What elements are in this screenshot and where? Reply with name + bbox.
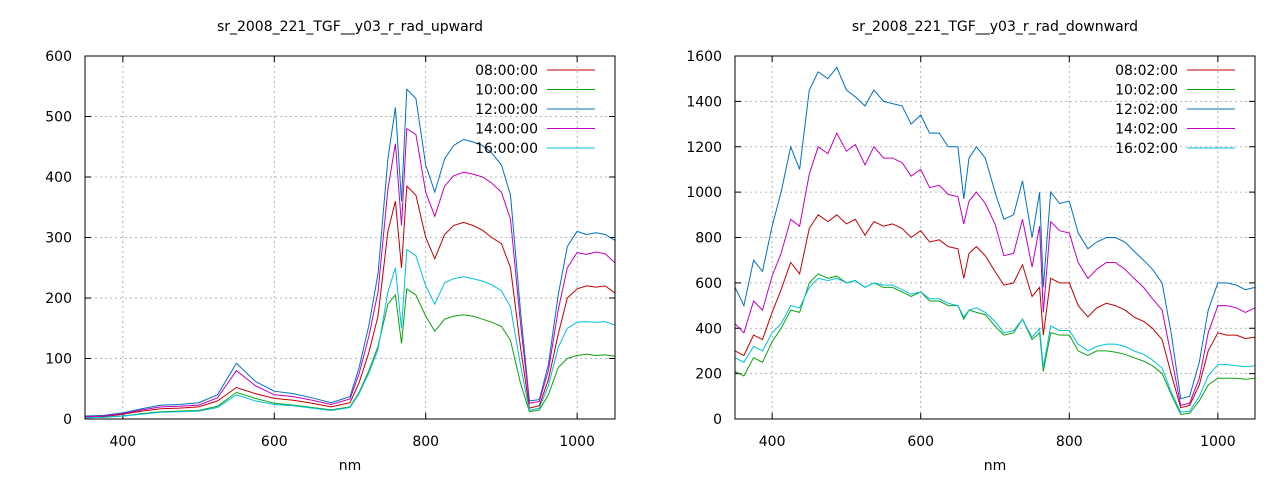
legend-label: 08:00:00 — [475, 63, 538, 79]
y-tick-label: 200 — [695, 367, 722, 383]
grid-lines — [735, 56, 1255, 419]
legend-label: 16:02:00 — [1115, 141, 1178, 157]
x-tick-label: 800 — [412, 434, 439, 450]
downward-radiance-chart: sr_2008_221_TGF__y03_r_rad_downward nm 4… — [686, 19, 1256, 474]
grid-lines — [85, 56, 615, 419]
legend-label: 08:02:00 — [1115, 63, 1178, 79]
x-axis-label: nm — [339, 458, 362, 474]
y-tick-label: 600 — [695, 276, 722, 292]
plot-frame — [734, 55, 1256, 420]
x-tick-label: 1000 — [1200, 434, 1236, 450]
axis-ticks: 400 600 800 1000 0 100 200 300 400 500 600 — [45, 49, 615, 450]
series-line-0 — [84, 184, 616, 418]
series-line-4 — [84, 248, 616, 419]
y-tick-label: 800 — [695, 231, 722, 247]
y-tick-label: 600 — [45, 49, 72, 65]
y-tick-label: 1600 — [686, 49, 722, 65]
axis-ticks: 400 600 800 1000 0 200 400 600 800 1000 1200 1400 16… — [686, 49, 1255, 450]
legend-label: 14:02:00 — [1115, 122, 1178, 138]
y-tick-label: 200 — [45, 291, 72, 307]
x-tick-label: 600 — [907, 434, 934, 450]
series-line-2 — [84, 88, 616, 417]
y-tick-label: 400 — [695, 321, 722, 337]
series-line-3 — [84, 127, 616, 418]
y-tick-label: 1200 — [686, 140, 722, 156]
y-tick-label: 1400 — [686, 94, 722, 110]
series-line-3 — [734, 131, 1256, 407]
series-line-1 — [734, 273, 1256, 416]
series-lines — [84, 88, 616, 419]
legend-label: 10:00:00 — [475, 83, 538, 99]
series-lines — [734, 66, 1256, 416]
x-tick-label: 1000 — [559, 434, 595, 450]
legend: 08:02:00 10:02:00 12:02:00 14:02:00 16:02:00 — [1115, 63, 1235, 157]
x-tick-label: 400 — [109, 434, 136, 450]
plot-frame — [84, 55, 616, 420]
upward-radiance-chart: sr_2008_221_TGF__y03_r_rad_upward nm 400… — [45, 19, 616, 474]
series-line-0 — [734, 214, 1256, 409]
series-line-1 — [84, 288, 616, 419]
chart-title: sr_2008_221_TGF__y03_r_rad_downward — [852, 19, 1138, 35]
series-line-2 — [734, 66, 1256, 400]
legend-label: 12:00:00 — [475, 102, 538, 118]
series-line-4 — [734, 277, 1256, 413]
y-tick-label: 500 — [45, 110, 72, 126]
legend-label: 14:00:00 — [475, 122, 538, 138]
y-tick-label: 0 — [713, 412, 722, 428]
x-tick-label: 600 — [261, 434, 288, 450]
legend: 08:00:00 10:00:00 12:00:00 14:00:00 16:00:00 — [475, 63, 595, 157]
y-tick-label: 400 — [45, 170, 72, 186]
legend-label: 16:00:00 — [475, 141, 538, 157]
legend-label: 12:02:00 — [1115, 102, 1178, 118]
y-tick-label: 100 — [45, 352, 72, 368]
x-axis-label: nm — [984, 458, 1007, 474]
x-tick-label: 800 — [1056, 434, 1083, 450]
legend-label: 10:02:00 — [1115, 83, 1178, 99]
y-tick-label: 1000 — [686, 185, 722, 201]
x-tick-label: 400 — [759, 434, 786, 450]
chart-title: sr_2008_221_TGF__y03_r_rad_upward — [217, 19, 483, 35]
y-tick-label: 0 — [63, 412, 72, 428]
y-tick-label: 300 — [45, 231, 72, 247]
